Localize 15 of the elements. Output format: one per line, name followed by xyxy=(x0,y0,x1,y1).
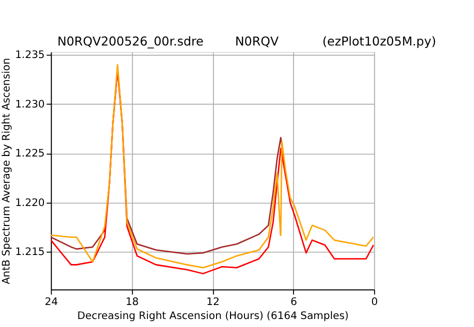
text: (ezPlot10z05M.py) xyxy=(322,34,436,48)
y-axis-title: AntB Spectrum Average by Right Ascension xyxy=(0,58,12,284)
x-tick-label: 24 xyxy=(44,296,58,308)
y-tick-label: 1.230 xyxy=(15,98,45,110)
x-tick-label: 12 xyxy=(206,296,220,308)
y-tick-label: 1.215 xyxy=(15,246,45,258)
y-tick-label: 1.235 xyxy=(15,49,45,62)
chart-title: N0RQV200526_00r.sdre xyxy=(57,34,204,48)
text: N0RQV xyxy=(235,34,280,48)
y-tick-label: 1.220 xyxy=(15,196,45,209)
x-axis-title: Decreasing Right Ascension (Hours) (6164 Samples) xyxy=(77,310,349,322)
x-tick-label: 6 xyxy=(290,296,298,308)
y-tick-label: 1.225 xyxy=(15,148,45,160)
x-tick-label: 18 xyxy=(126,296,139,308)
x-tick-label: 0 xyxy=(371,296,378,308)
